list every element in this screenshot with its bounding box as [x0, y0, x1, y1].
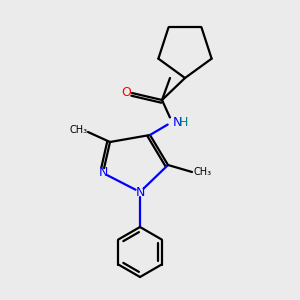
Text: CH₃: CH₃	[194, 167, 212, 177]
Text: N: N	[98, 167, 108, 179]
Text: H: H	[179, 116, 188, 128]
Text: N: N	[173, 116, 182, 128]
Text: CH₃: CH₃	[70, 125, 88, 135]
Text: N: N	[135, 185, 145, 199]
Text: O: O	[121, 86, 131, 100]
